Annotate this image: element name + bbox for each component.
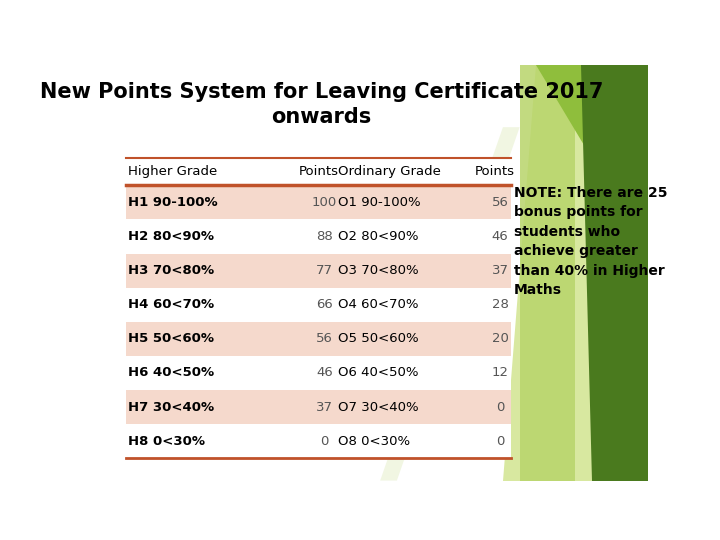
Text: H1 90-100%: H1 90-100% xyxy=(128,196,217,209)
Text: 46: 46 xyxy=(492,230,508,243)
Text: H2 80<90%: H2 80<90% xyxy=(128,230,214,243)
Text: Higher Grade: Higher Grade xyxy=(128,165,217,178)
Text: O8 0<30%: O8 0<30% xyxy=(338,435,410,448)
Text: Points: Points xyxy=(300,165,339,178)
Text: Points: Points xyxy=(475,165,515,178)
Text: 0: 0 xyxy=(496,435,504,448)
Bar xyxy=(126,158,511,458)
Text: H7 30<40%: H7 30<40% xyxy=(128,401,214,414)
Polygon shape xyxy=(520,65,575,481)
Text: O1 90-100%: O1 90-100% xyxy=(338,196,421,209)
Text: New Points System for Leaving Certificate 2017
onwards: New Points System for Leaving Certificat… xyxy=(40,82,603,127)
Text: NOTE: There are 25
bonus points for
students who
achieve greater
than 40% in Hig: NOTE: There are 25 bonus points for stud… xyxy=(514,186,667,297)
Polygon shape xyxy=(380,127,520,481)
Text: 46: 46 xyxy=(316,367,333,380)
Text: 100: 100 xyxy=(312,196,337,209)
Text: 56: 56 xyxy=(492,196,508,209)
Text: H8 0<30%: H8 0<30% xyxy=(128,435,205,448)
Text: H5 50<60%: H5 50<60% xyxy=(128,332,214,345)
Text: 77: 77 xyxy=(316,264,333,277)
Text: O4 60<70%: O4 60<70% xyxy=(338,298,419,311)
Bar xyxy=(126,322,511,356)
Text: 56: 56 xyxy=(316,332,333,345)
Text: O6 40<50%: O6 40<50% xyxy=(338,367,419,380)
Text: O3 70<80%: O3 70<80% xyxy=(338,264,419,277)
Bar xyxy=(126,185,511,219)
Text: 28: 28 xyxy=(492,298,508,311)
Text: 88: 88 xyxy=(316,230,333,243)
Text: O5 50<60%: O5 50<60% xyxy=(338,332,419,345)
Bar xyxy=(126,158,511,185)
Text: 0: 0 xyxy=(320,435,328,448)
Bar xyxy=(126,356,511,390)
Text: H6 40<50%: H6 40<50% xyxy=(128,367,214,380)
Bar xyxy=(126,424,511,458)
Text: 20: 20 xyxy=(492,332,508,345)
Polygon shape xyxy=(503,65,648,481)
Text: Ordinary Grade: Ordinary Grade xyxy=(338,165,441,178)
Bar xyxy=(126,219,511,254)
Polygon shape xyxy=(536,65,648,252)
Text: 0: 0 xyxy=(496,401,504,414)
Text: 66: 66 xyxy=(316,298,333,311)
Text: O2 80<90%: O2 80<90% xyxy=(338,230,419,243)
Text: 37: 37 xyxy=(492,264,508,277)
Text: H4 60<70%: H4 60<70% xyxy=(128,298,214,311)
Bar xyxy=(126,390,511,424)
Text: 12: 12 xyxy=(492,367,508,380)
Bar xyxy=(126,288,511,322)
Text: 37: 37 xyxy=(316,401,333,414)
Bar xyxy=(126,254,511,288)
Polygon shape xyxy=(581,65,648,481)
Text: H3 70<80%: H3 70<80% xyxy=(128,264,214,277)
Text: O7 30<40%: O7 30<40% xyxy=(338,401,419,414)
